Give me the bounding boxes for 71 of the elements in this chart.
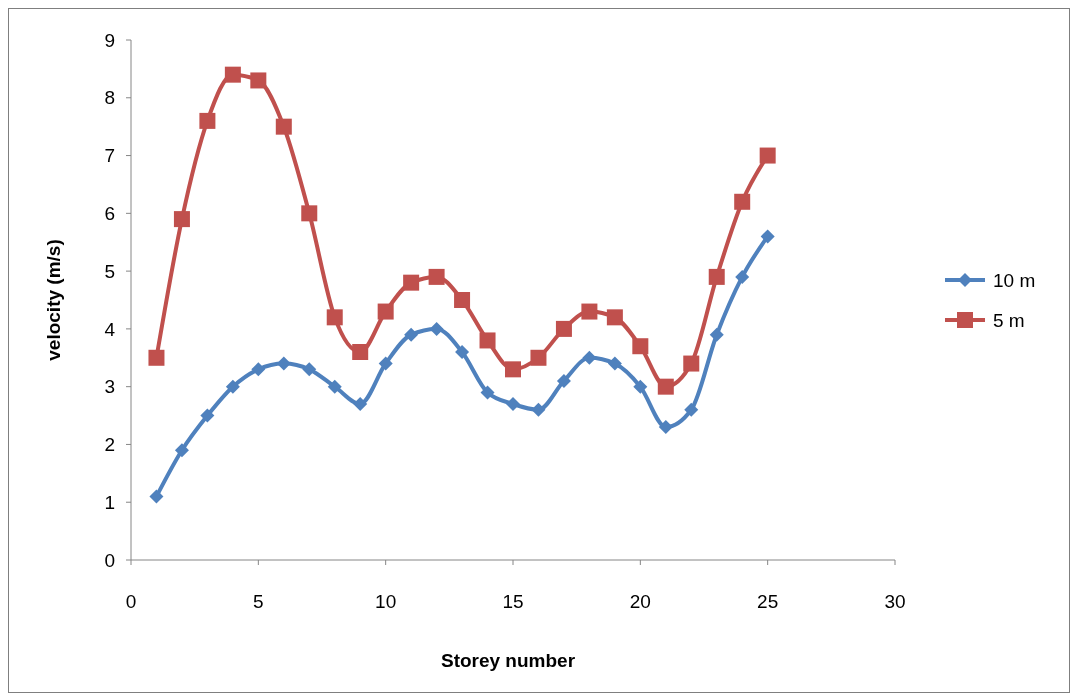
point bbox=[735, 269, 750, 284]
point bbox=[377, 303, 394, 320]
y-axis-title: velocity (m/s) bbox=[43, 239, 64, 361]
legend-label: 5 m bbox=[993, 309, 1025, 331]
point bbox=[148, 349, 165, 366]
x-tick-label: 5 bbox=[253, 591, 264, 612]
point bbox=[581, 303, 598, 320]
point bbox=[225, 379, 240, 394]
point bbox=[149, 489, 164, 504]
point bbox=[479, 332, 496, 349]
y-tick-label: 5 bbox=[104, 260, 115, 282]
x-tick-label: 10 bbox=[375, 591, 397, 612]
point bbox=[556, 373, 571, 388]
point bbox=[326, 309, 343, 326]
point bbox=[734, 193, 751, 210]
point bbox=[200, 408, 215, 423]
point bbox=[480, 385, 495, 400]
point bbox=[658, 420, 673, 435]
point bbox=[684, 402, 699, 417]
y-tick-label: 3 bbox=[104, 376, 115, 398]
point bbox=[301, 205, 318, 222]
x-tick-label: 0 bbox=[125, 591, 137, 612]
point bbox=[251, 362, 266, 377]
y-tick-label: 7 bbox=[104, 145, 115, 167]
point bbox=[531, 402, 546, 417]
legend-label: 10 m bbox=[993, 269, 1036, 291]
point bbox=[224, 66, 241, 83]
point bbox=[657, 378, 674, 395]
y-tick-label: 1 bbox=[104, 491, 115, 513]
point bbox=[429, 321, 444, 336]
point bbox=[353, 397, 368, 411]
point bbox=[199, 112, 216, 129]
point bbox=[454, 292, 471, 308]
y-tick-label: 0 bbox=[104, 549, 115, 571]
point bbox=[173, 211, 190, 228]
point bbox=[555, 320, 572, 337]
point bbox=[327, 379, 342, 394]
point bbox=[582, 350, 597, 365]
point bbox=[633, 379, 648, 394]
y-tick-label: 9 bbox=[104, 29, 115, 51]
x-tick-label: 30 bbox=[884, 591, 906, 612]
point bbox=[607, 356, 622, 371]
y-tick-label: 8 bbox=[104, 87, 115, 109]
point bbox=[759, 147, 776, 164]
point bbox=[760, 229, 775, 244]
point bbox=[403, 274, 420, 291]
point bbox=[428, 268, 445, 285]
point bbox=[302, 362, 317, 377]
point bbox=[455, 345, 470, 359]
x-tick-label: 15 bbox=[502, 591, 524, 612]
x-tick-label: 20 bbox=[629, 591, 651, 612]
point bbox=[606, 309, 623, 326]
point bbox=[683, 355, 700, 372]
point bbox=[404, 327, 419, 342]
point bbox=[708, 268, 725, 285]
point bbox=[505, 361, 521, 378]
point bbox=[530, 349, 547, 366]
y-tick-label: 6 bbox=[104, 202, 115, 224]
point bbox=[506, 397, 520, 411]
point bbox=[250, 72, 267, 89]
y-tick-label: 2 bbox=[104, 434, 115, 456]
x-axis-title: Storey number bbox=[440, 650, 576, 671]
point bbox=[352, 344, 369, 360]
point bbox=[378, 356, 393, 371]
point bbox=[174, 443, 189, 458]
x-tick-label: 25 bbox=[757, 591, 779, 612]
y-tick-label: 4 bbox=[104, 318, 116, 340]
point bbox=[632, 338, 649, 355]
point bbox=[276, 356, 291, 371]
point bbox=[709, 327, 724, 342]
point bbox=[275, 118, 292, 135]
